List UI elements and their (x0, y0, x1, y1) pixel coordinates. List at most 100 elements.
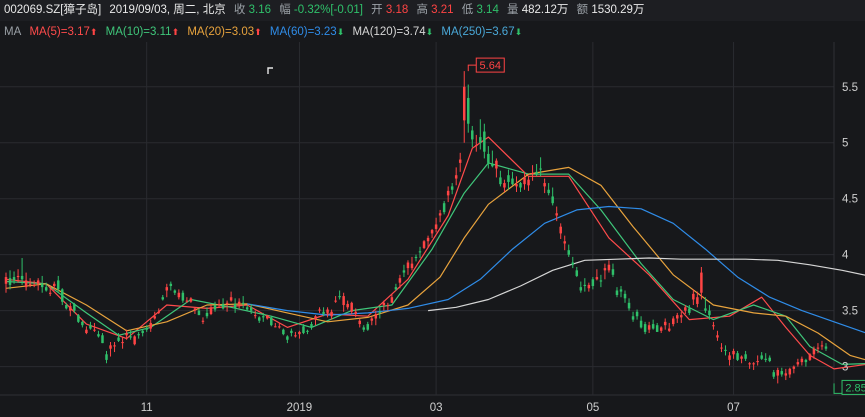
candle (241, 296, 245, 309)
y-tick-label: 5.5 (842, 82, 858, 94)
candle (225, 300, 229, 312)
ma10-indicator[interactable]: MA(10)=3.11⬆ (106, 26, 180, 38)
candle (623, 290, 627, 303)
candle (65, 302, 68, 310)
high-value: 3.21 (431, 4, 454, 16)
candle (24, 272, 28, 291)
candle (535, 164, 538, 177)
candle (804, 358, 808, 367)
candle (495, 158, 498, 178)
candle (696, 291, 699, 308)
ma-title[interactable]: MA (4, 26, 22, 38)
volume-value: 482.12万 (521, 4, 569, 16)
candle (330, 309, 333, 320)
candle (290, 328, 293, 337)
candle (40, 275, 44, 293)
candle (676, 312, 679, 323)
candle (213, 301, 217, 312)
candle (434, 217, 438, 233)
candle (611, 263, 615, 278)
arrow-up-icon: ⬆ (171, 27, 180, 37)
candle (503, 179, 506, 192)
candle (575, 266, 579, 278)
candle (410, 256, 414, 271)
candle (129, 329, 132, 340)
candlestick-chart[interactable]: 5.642.85 33.544.555.511201903050709 (0, 42, 865, 417)
candle (48, 286, 52, 297)
low-value: 3.14 (476, 4, 499, 16)
ma120-indicator[interactable]: MA(120)=3.74⬇ (352, 26, 433, 38)
candle (237, 298, 241, 309)
candle (209, 303, 213, 316)
candle (591, 277, 595, 290)
candle (800, 356, 804, 366)
ma-line (5, 162, 865, 365)
x-tick-label: 11 (141, 402, 153, 414)
ma250-indicator[interactable]: MA(250)=3.67⬇ (441, 26, 522, 38)
crosshair-corner-icon[interactable] (267, 67, 273, 74)
candle (402, 264, 406, 278)
axes: 33.544.555.511201903050709 (141, 82, 858, 414)
candle (121, 337, 124, 349)
candle (732, 348, 735, 359)
candle (386, 302, 390, 311)
candle (137, 331, 140, 339)
candle (141, 329, 144, 337)
ma20-indicator[interactable]: MA(20)=3.03⬆ (187, 26, 261, 38)
candle (245, 305, 249, 311)
candle (270, 316, 273, 327)
candle (523, 171, 526, 190)
candle (109, 341, 112, 357)
candle (101, 333, 104, 344)
x-tick-label: 07 (727, 402, 740, 414)
candle (217, 299, 221, 308)
candle (563, 235, 566, 251)
candle (756, 355, 759, 366)
candle (603, 263, 607, 280)
date-info: 2019/09/03, 周二, 北京 (109, 4, 226, 16)
candle (262, 312, 265, 322)
candle (169, 281, 173, 291)
low-label: 低 (461, 4, 474, 16)
candle (12, 271, 16, 284)
y-tick-label: 5 (842, 138, 848, 150)
candle (667, 322, 671, 332)
candle (197, 308, 201, 316)
candle (253, 310, 257, 319)
ma60-indicator[interactable]: MA(60)=3.23⬇ (270, 26, 344, 38)
candle (4, 272, 8, 293)
ma20-label: MA(20)=3.03 (187, 26, 255, 38)
volume-label: 量 (507, 4, 519, 16)
candle (149, 319, 152, 332)
candle (133, 335, 136, 346)
arrow-down-icon: ⬇ (514, 27, 523, 37)
candle (599, 274, 603, 288)
annotations: 5.64 2.85 (467, 57, 865, 395)
quote-info-bar: 002069.SZ[獐子岛] 2019/09/03, 周二, 北京 收 3.16… (0, 0, 865, 21)
candle (635, 309, 639, 320)
ma-line (5, 166, 865, 361)
candle (57, 275, 60, 292)
candle (824, 343, 828, 351)
candle (483, 123, 486, 159)
candle (720, 343, 723, 353)
change-label: 幅 (279, 4, 291, 16)
candle (571, 256, 575, 269)
candle (471, 125, 474, 148)
candle (422, 240, 426, 250)
candle (446, 186, 450, 203)
candle (462, 71, 466, 143)
candle (125, 329, 128, 340)
candle (302, 324, 305, 335)
candle (788, 367, 792, 378)
candle (390, 293, 394, 303)
ma60-label: MA(60)=3.23 (269, 26, 337, 38)
candle (511, 171, 514, 186)
candle (20, 258, 24, 285)
candle (274, 322, 277, 328)
open-label: 开 (371, 4, 383, 16)
candle (454, 167, 458, 186)
candle (768, 355, 771, 363)
ma5-indicator[interactable]: MA(5)=3.17⬆ (29, 26, 97, 38)
candle (382, 300, 386, 311)
